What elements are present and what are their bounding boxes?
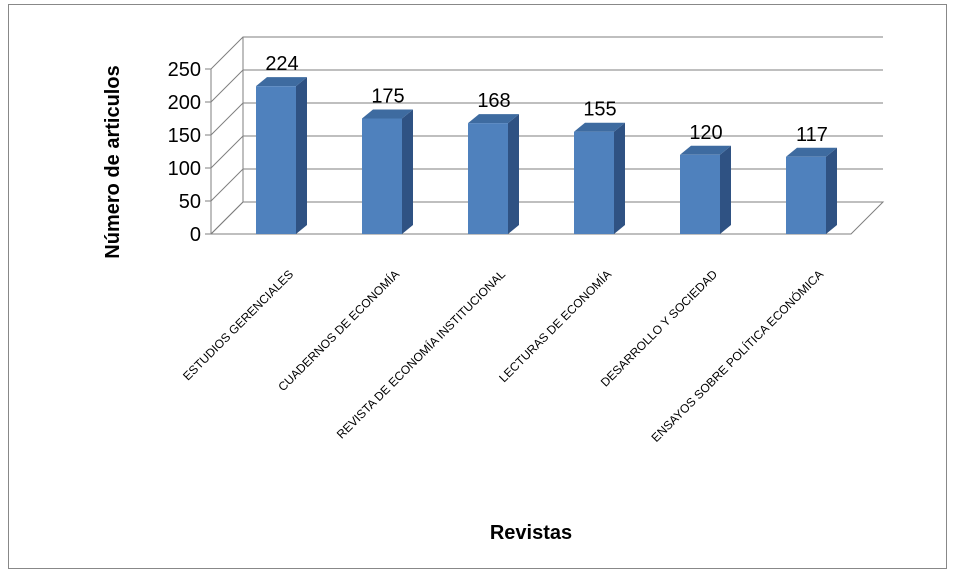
y-tick-label: 100: [168, 158, 201, 180]
gridline: [210, 102, 883, 136]
gridline: [210, 69, 883, 103]
y-tick-label: 150: [168, 125, 201, 147]
data-label: 120: [689, 122, 722, 144]
y-tick-label: 50: [179, 191, 201, 213]
data-label: 155: [583, 99, 616, 121]
y-axis-ticks: 0 50 100 150 200 250: [168, 59, 212, 246]
bar-side: [614, 122, 625, 234]
y-tick-label: 0: [190, 224, 201, 246]
bars: [256, 77, 837, 234]
gridline: [210, 168, 883, 202]
y-tick-label: 200: [168, 92, 201, 114]
bar-front: [786, 156, 826, 234]
bar-top: [680, 145, 731, 155]
bar-top: [362, 109, 413, 119]
bar-front: [680, 154, 720, 234]
chart-frame: 0 50 100 150 200 250 224 175 168 155 120 117 ESTUD…: [8, 4, 947, 569]
x-tick-label: CUADERNOS DE ECONOMÍA: [275, 267, 403, 395]
y-tick-label: 250: [168, 59, 201, 81]
bar-side: [402, 109, 413, 234]
data-label: 175: [371, 86, 404, 108]
bar: [574, 122, 625, 234]
data-label: 168: [477, 90, 510, 112]
floor-outline: [210, 201, 885, 235]
bar-side: [296, 77, 307, 234]
data-label: 117: [796, 124, 828, 146]
data-label: 224: [265, 53, 298, 75]
bar: [680, 145, 731, 234]
bar: [468, 114, 519, 234]
data-labels: 224 175 168 155 120 117: [265, 53, 828, 146]
gridlines: [210, 36, 883, 235]
bar: [786, 147, 837, 234]
x-tick-label: DESARROLLO Y SOCIEDAD: [598, 267, 721, 390]
y-axis-title: Número de articulos: [102, 65, 124, 258]
bar: [362, 109, 413, 234]
bar-front: [574, 131, 614, 234]
bar-front: [362, 118, 402, 234]
bar: [256, 77, 307, 234]
bar-front: [468, 123, 508, 234]
bar-side: [826, 147, 837, 234]
x-tick-label: ENSAYOS SOBRE POLÍTICA ECONÓMICA: [648, 267, 826, 445]
x-tick-label: LECTURAS DE ECONOMÍA: [496, 267, 615, 386]
bar-top: [574, 122, 625, 132]
gridline: [210, 201, 883, 235]
bar-top: [256, 77, 307, 87]
gridline: [210, 135, 883, 169]
x-tick-label: ESTUDIOS GERENCIALES: [180, 267, 296, 383]
bar-top: [468, 114, 519, 124]
x-axis-title: Revistas: [490, 522, 572, 544]
bar-side: [720, 145, 731, 234]
bar-side: [508, 114, 519, 234]
bar-top: [786, 147, 837, 157]
gridline: [210, 36, 883, 70]
x-tick-label: REVISTA DE ECONOMÍA INSTITUCIONAL: [333, 266, 508, 441]
bar-chart: 0 50 100 150 200 250 224 175 168 155 120 117 ESTUD…: [102, 36, 885, 544]
bar-front: [256, 86, 296, 234]
